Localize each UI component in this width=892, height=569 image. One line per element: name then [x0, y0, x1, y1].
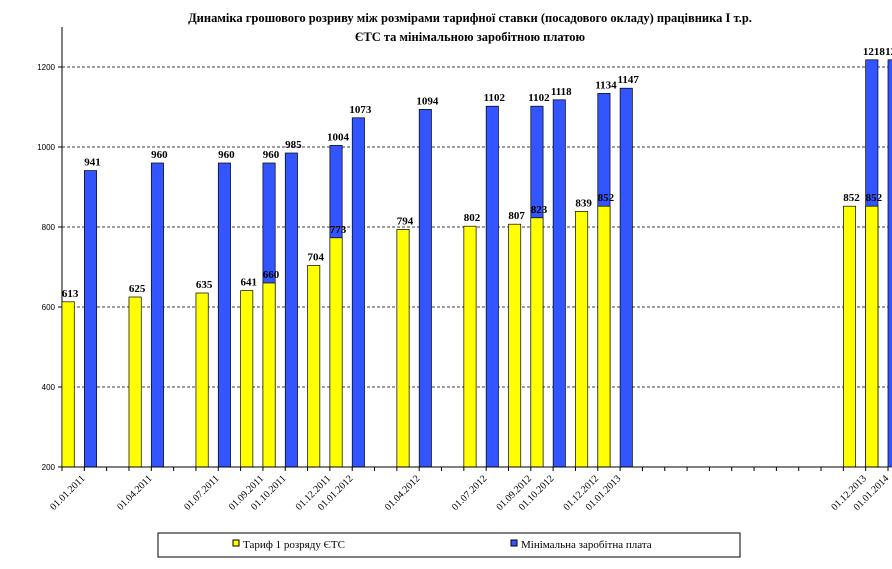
- tariff-value-label: 852: [866, 192, 883, 204]
- min-wage-value-label: 960: [151, 149, 168, 161]
- y-tick-label: 400: [42, 383, 56, 392]
- tariff-value-label: 704: [307, 251, 324, 263]
- min-wage-value-label: 1102: [484, 92, 506, 104]
- tariff-value-label: 839: [575, 197, 592, 209]
- tariff-bar: [195, 292, 209, 468]
- min-wage-value-label: 1094: [416, 95, 439, 107]
- y-tick-label: 200: [42, 463, 56, 472]
- tariff-value-label: 802: [464, 212, 481, 224]
- min-wage-value-label: 1102: [528, 92, 550, 104]
- tariff-value-label: 641: [240, 277, 257, 289]
- tariff-bar: [508, 223, 522, 468]
- y-tick-label: 600: [42, 303, 56, 312]
- min-wage-value-label: 1118: [551, 86, 572, 98]
- tariff-value-label: 852: [598, 192, 615, 204]
- tariff-bar: [262, 282, 276, 468]
- tariff-value-label: 823: [531, 204, 548, 216]
- tariff-value-label: 625: [129, 283, 146, 295]
- min-wage-value-label: 960: [218, 149, 235, 161]
- chart-title-line-2: ЄТС та мінімальною заробітною платою: [355, 30, 586, 44]
- min-wage-value-label: 1218: [885, 46, 892, 58]
- min-wage-value-label: 960: [263, 149, 280, 161]
- legend-label-tariff: Тариф 1 розряду ЄТС: [243, 539, 345, 551]
- legend-label-min-wage: Мінімальна заробітна плата: [521, 539, 652, 551]
- legend-box: [157, 532, 741, 558]
- tariff-bar: [61, 301, 75, 468]
- tariff-value-label: 660: [263, 269, 280, 281]
- min-wage-value-label: 1004: [327, 131, 350, 143]
- tariff-bar: [865, 205, 879, 468]
- tariff-bar: [530, 217, 544, 468]
- tariff-value-label: 852: [843, 192, 860, 204]
- min-wage-bar: [418, 109, 432, 468]
- x-tick-label: 01.04.2012: [383, 473, 423, 513]
- tariff-value-label: 613: [62, 288, 79, 300]
- min-wage-value-label: 941: [84, 157, 101, 169]
- y-tick-label: 800: [42, 223, 56, 232]
- min-wage-bar: [619, 87, 633, 468]
- min-wage-bar: [351, 117, 365, 468]
- x-tick-label: 01.07.2012: [450, 473, 490, 513]
- legend-swatch-min-wage: [510, 539, 518, 547]
- legend: Тариф 1 розряду ЄТС Мінімальна заробітна…: [157, 532, 741, 558]
- legend-swatch-tariff: [232, 539, 240, 547]
- tariff-bar: [575, 211, 589, 468]
- min-wage-bar: [217, 162, 231, 468]
- chart-title-line-1: Динаміка грошового розриву між розмірами…: [188, 11, 752, 25]
- x-tick-label: 01.07.2011: [182, 473, 221, 512]
- data-labels: 613 941 625 960 635 960 641 960 660 985 704 1004 773…: [62, 46, 892, 300]
- min-wage-value-label: 1073: [349, 104, 372, 116]
- tariff-value-label: 635: [196, 279, 213, 291]
- bars: [61, 59, 892, 468]
- x-axis: 01.01.2011 01.04.2011 01.07.2011 01.09.2011…: [48, 466, 891, 513]
- min-wage-bar: [284, 152, 298, 468]
- min-wage-bar: [150, 162, 164, 468]
- tariff-bar: [597, 205, 611, 468]
- min-wage-value-label: 1147: [618, 74, 640, 86]
- tariff-bar: [843, 205, 856, 468]
- min-wage-bar: [552, 99, 566, 468]
- min-wage-bar: [83, 170, 97, 468]
- min-wage-bar: [887, 59, 892, 468]
- tariff-bar: [307, 265, 321, 468]
- y-axis: 200 400 600 800 1000 1200: [37, 27, 63, 472]
- min-wage-value-label: 1218: [863, 46, 886, 58]
- min-wage-bar: [485, 105, 499, 468]
- tariff-bar: [396, 229, 410, 468]
- tariff-value-label: 773: [330, 224, 347, 236]
- x-tick-label: 01.01.2011: [48, 473, 87, 512]
- tariff-bar: [240, 290, 254, 468]
- tariff-bar: [329, 237, 343, 468]
- tariff-bar: [463, 225, 477, 468]
- y-tick-label: 1000: [37, 143, 55, 152]
- min-wage-value-label: 1134: [595, 79, 617, 91]
- tariff-value-label: 807: [508, 210, 525, 222]
- tariff-value-label: 794: [397, 215, 414, 227]
- min-wage-value-label: 985: [285, 139, 302, 151]
- tariff-bar: [128, 296, 142, 468]
- x-tick-label: 01.04.2011: [115, 473, 154, 512]
- y-tick-label: 1200: [37, 63, 55, 72]
